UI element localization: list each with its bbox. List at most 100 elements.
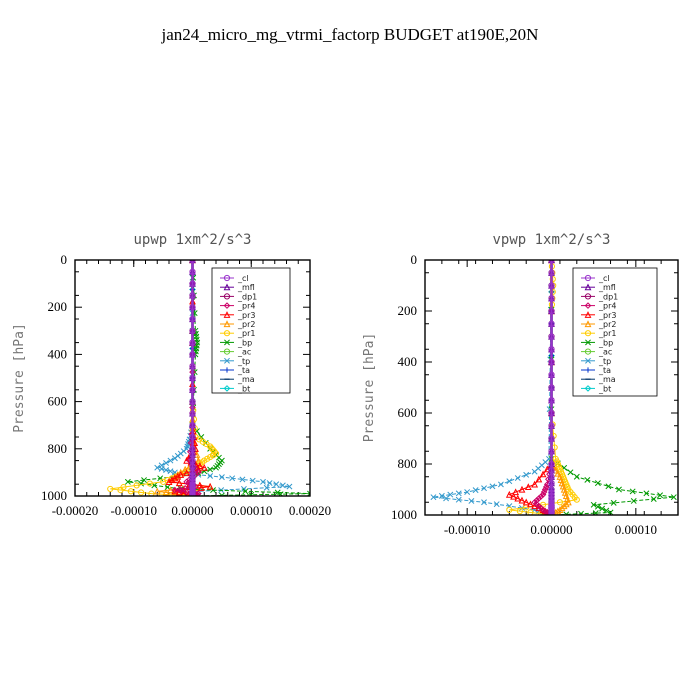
- series-marker: [189, 472, 196, 479]
- legend-marker: [223, 330, 231, 337]
- series-marker: [549, 276, 556, 283]
- panel-title: vpwp 1xm^2/s^3: [492, 232, 610, 248]
- series-marker: [523, 471, 530, 478]
- series-marker: [493, 501, 500, 508]
- series-marker: [489, 483, 496, 490]
- series-marker: [274, 489, 281, 496]
- y-tick-label: 600: [398, 405, 418, 420]
- series-marker: [160, 478, 167, 485]
- legend-label: _bt: [237, 384, 250, 393]
- series-marker: [455, 496, 462, 503]
- series-marker: [605, 483, 612, 490]
- series-marker: [610, 499, 617, 506]
- series-marker: [548, 371, 555, 378]
- plot-area: [107, 260, 310, 496]
- series-marker: [524, 483, 532, 491]
- series-marker: [657, 492, 664, 499]
- legend-marker: [585, 339, 591, 346]
- series-marker: [162, 488, 170, 496]
- series-marker: [197, 484, 205, 491]
- series-marker: [194, 456, 202, 464]
- series-marker: [189, 351, 196, 358]
- legend-label: _mfl: [237, 283, 255, 292]
- series-marker: [527, 509, 534, 515]
- series-marker: [556, 499, 564, 506]
- series-marker: [518, 485, 526, 493]
- series-marker: [548, 358, 555, 366]
- series-marker: [548, 495, 555, 503]
- series-marker: [167, 468, 174, 475]
- series-marker: [207, 472, 214, 479]
- upwp-panel: upwp 1xm^2/s^3 Pressure [hPa] 0 200 400 600 80…: [12, 232, 331, 518]
- legend-marker: [584, 302, 592, 309]
- series-marker: [249, 477, 256, 484]
- series-marker: [266, 480, 273, 486]
- series-marker: [464, 489, 471, 496]
- series-marker: [584, 476, 591, 483]
- series-marker: [168, 476, 176, 484]
- x-tick-label: 0.00000: [530, 522, 572, 537]
- series-marker: [286, 483, 293, 490]
- series-marker: [183, 456, 191, 464]
- series-marker: [229, 475, 236, 482]
- legend-marker: [223, 320, 231, 328]
- series-marker: [573, 496, 580, 503]
- series-marker: [176, 485, 184, 493]
- series-marker: [183, 488, 190, 496]
- series-marker: [567, 469, 574, 476]
- series-marker: [189, 451, 196, 458]
- legend-marker: [223, 302, 231, 309]
- legend-label: _bp: [598, 338, 613, 347]
- series-marker: [175, 488, 183, 496]
- series-marker: [516, 508, 523, 515]
- series-marker: [189, 280, 196, 287]
- legend-label: _dp1: [237, 292, 257, 301]
- series-marker: [512, 488, 520, 496]
- series-marker: [273, 481, 280, 488]
- legend-label: _ta: [237, 366, 250, 375]
- series-marker: [510, 492, 517, 500]
- series-marker: [540, 488, 548, 496]
- series-marker: [189, 398, 196, 405]
- legend-marker: [223, 274, 231, 282]
- legend-label: _mfl: [598, 283, 616, 292]
- series-marker: [163, 460, 170, 466]
- legend-marker: [584, 293, 592, 300]
- legend: _cl_mfl_dp1_pr4_pr3_pr2_pr1_bp_ac_tp_ta_…: [211, 267, 291, 394]
- series-marker: [527, 500, 534, 508]
- series-marker: [548, 492, 555, 499]
- legend-marker: [224, 367, 230, 373]
- series-marker: [210, 487, 217, 494]
- legend-label: _pr3: [237, 311, 255, 320]
- series-marker: [548, 448, 555, 455]
- series-marker: [200, 463, 208, 471]
- legend-label: _dp1: [598, 292, 618, 301]
- series-line: [157, 260, 211, 496]
- series-marker: [137, 489, 145, 496]
- series-marker: [599, 505, 606, 512]
- legend-marker: [584, 311, 592, 318]
- series-marker: [539, 470, 547, 478]
- y-tick-label: 800: [48, 441, 68, 456]
- legend-label: _ac: [598, 348, 612, 357]
- y-tick-label: 600: [48, 394, 68, 409]
- series-marker: [531, 480, 539, 488]
- legend-label: _ac: [237, 348, 251, 357]
- legend-label: _pr2: [598, 320, 616, 329]
- legend-label: _pr4: [598, 302, 616, 311]
- series-marker: [548, 480, 555, 487]
- series-marker: [189, 445, 196, 452]
- y-tick-label: 400: [398, 354, 418, 369]
- series-marker: [171, 474, 179, 482]
- y-axis-label: Pressure [hPa]: [12, 323, 27, 433]
- series-marker: [438, 492, 445, 499]
- series-marker: [181, 465, 189, 473]
- y-tick-label: 0: [411, 252, 418, 267]
- series-marker: [549, 288, 556, 295]
- figure-title: jan24_micro_mg_vtrmi_factorp BUDGET at19…: [161, 25, 539, 44]
- series-marker: [189, 304, 196, 311]
- legend-marker: [584, 330, 592, 337]
- series-marker: [248, 491, 255, 496]
- legend: _cl_mfl_dp1_pr4_pr3_pr2_pr1_bp_ac_tp_ta_…: [572, 267, 658, 397]
- series-marker: [548, 473, 555, 480]
